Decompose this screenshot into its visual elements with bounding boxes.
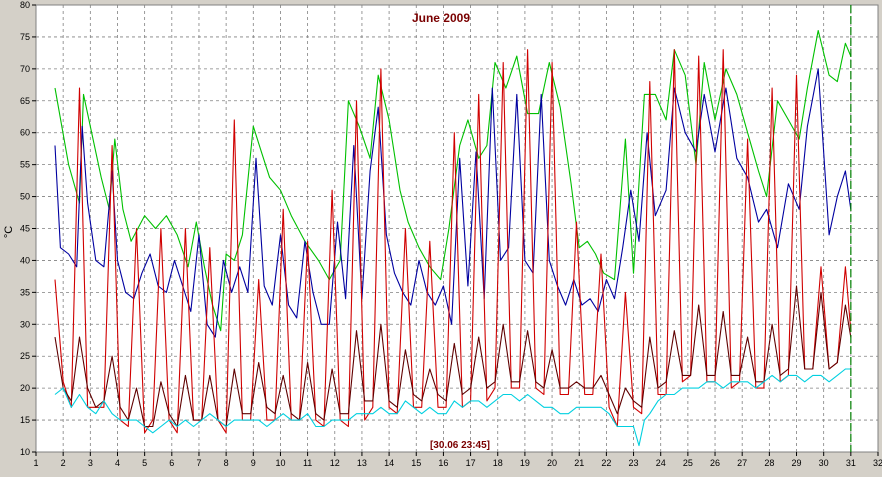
grid-lines	[36, 5, 878, 452]
x-tick-label: 28	[764, 458, 774, 468]
x-tick-label: 21	[574, 458, 584, 468]
y-tick-label: 75	[20, 32, 30, 42]
y-tick-label: 20	[20, 383, 30, 393]
x-tick-label: 27	[737, 458, 747, 468]
x-axis-ticks: 1 2 3 4 5 6 7 8 9 10 11 12 13 14 15 16 17 18 19 20 21 22 23 24 2…	[33, 452, 882, 468]
cursor-time-label: [30.06 23:45]	[430, 440, 490, 451]
y-tick-label: 35	[20, 287, 30, 297]
x-tick-label: 17	[466, 458, 476, 468]
y-tick-label: 70	[20, 64, 30, 74]
x-tick-label: 12	[330, 458, 340, 468]
x-tick-label: 25	[683, 458, 693, 468]
x-tick-label: 6	[169, 458, 174, 468]
x-tick-label: 16	[438, 458, 448, 468]
x-tick-label: 1	[33, 458, 38, 468]
y-tick-label: 10	[20, 447, 30, 457]
x-tick-label: 4	[115, 458, 120, 468]
x-tick-label: 20	[547, 458, 557, 468]
x-tick-label: 26	[710, 458, 720, 468]
x-tick-label: 32	[873, 458, 882, 468]
x-tick-label: 10	[275, 458, 285, 468]
x-tick-label: 22	[601, 458, 611, 468]
series-layer	[54, 29, 852, 447]
x-tick-label: 9	[251, 458, 256, 468]
x-tick-label: 19	[520, 458, 530, 468]
x-tick-label: 14	[384, 458, 394, 468]
y-tick-label: 45	[20, 224, 30, 234]
y-tick-label: 25	[20, 351, 30, 361]
series-line-4	[54, 285, 852, 428]
x-tick-label: 23	[629, 458, 639, 468]
x-tick-label: 31	[846, 458, 856, 468]
x-tick-label: 8	[224, 458, 229, 468]
chart-title: June 2009	[412, 11, 470, 25]
y-tick-label: 40	[20, 255, 30, 265]
x-tick-label: 13	[357, 458, 367, 468]
y-tick-label: 80	[20, 0, 30, 10]
y-tick-label: 15	[20, 415, 30, 425]
series-line-2	[54, 68, 852, 338]
x-tick-label: 30	[819, 458, 829, 468]
y-tick-label: 50	[20, 192, 30, 202]
x-tick-label: 7	[196, 458, 201, 468]
y-tick-label: 30	[20, 319, 30, 329]
x-tick-label: 3	[88, 458, 93, 468]
x-tick-label: 18	[493, 458, 503, 468]
series-line-5	[54, 368, 851, 447]
x-tick-label: 29	[792, 458, 802, 468]
x-tick-label: 11	[303, 458, 312, 468]
x-tick-label: 24	[656, 458, 666, 468]
series-line-3	[54, 49, 852, 434]
y-tick-label: 55	[20, 160, 30, 170]
y-tick-label: 65	[20, 96, 30, 106]
y-axis-ticks: 10 15 20 25 30 35 40 45 50 55 60 65 70 75 80	[20, 0, 36, 457]
x-tick-label: 2	[61, 458, 66, 468]
y-axis-label: °C	[3, 226, 15, 238]
x-tick-label: 5	[142, 458, 147, 468]
y-tick-label: 60	[20, 128, 30, 138]
x-tick-label: 15	[411, 458, 421, 468]
